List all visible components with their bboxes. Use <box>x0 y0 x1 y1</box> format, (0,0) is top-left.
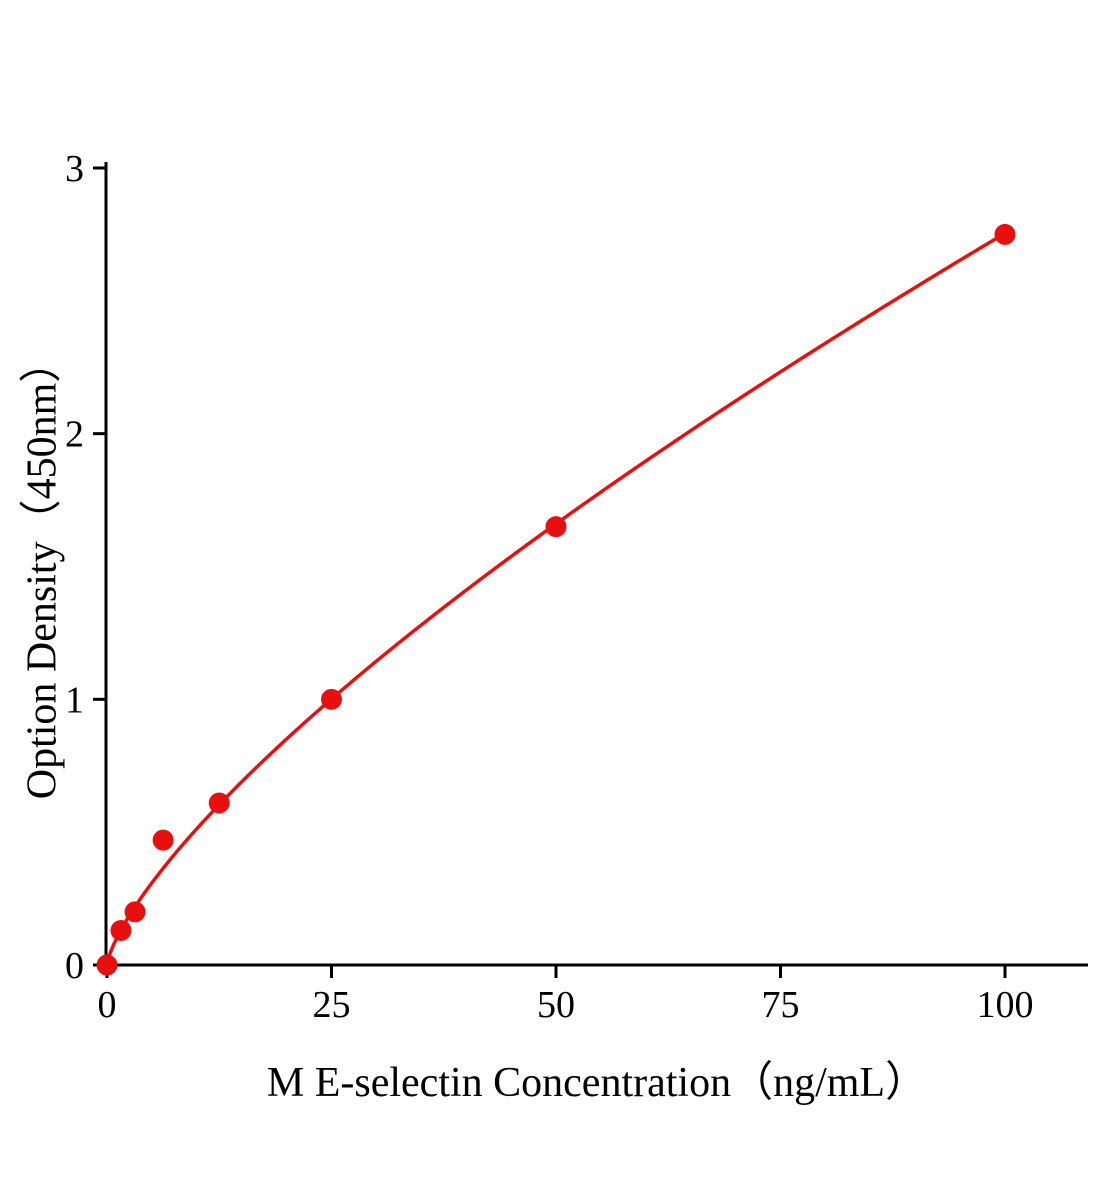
data-point <box>124 901 146 923</box>
y-tick-label: 0 <box>65 945 84 987</box>
y-tick-label: 1 <box>65 679 84 721</box>
data-point <box>110 919 132 941</box>
y-tick-label: 3 <box>65 148 84 190</box>
data-point <box>208 792 230 814</box>
data-point <box>152 829 174 851</box>
x-tick-label: 75 <box>762 984 800 1026</box>
data-point <box>96 954 118 976</box>
x-tick-label: 100 <box>977 984 1034 1026</box>
x-tick-label: 0 <box>98 984 117 1026</box>
y-tick-label: 2 <box>65 414 84 456</box>
x-axis-label: M E-selectin Concentration（ng/mL） <box>266 1060 928 1106</box>
y-axis-label: Option Density（450nm） <box>19 340 66 800</box>
x-tick-label: 25 <box>313 984 351 1026</box>
x-tick-label: 50 <box>537 984 575 1026</box>
data-point <box>545 516 567 538</box>
data-point <box>994 223 1016 245</box>
data-point <box>321 688 342 710</box>
fit-curve <box>105 231 1007 967</box>
